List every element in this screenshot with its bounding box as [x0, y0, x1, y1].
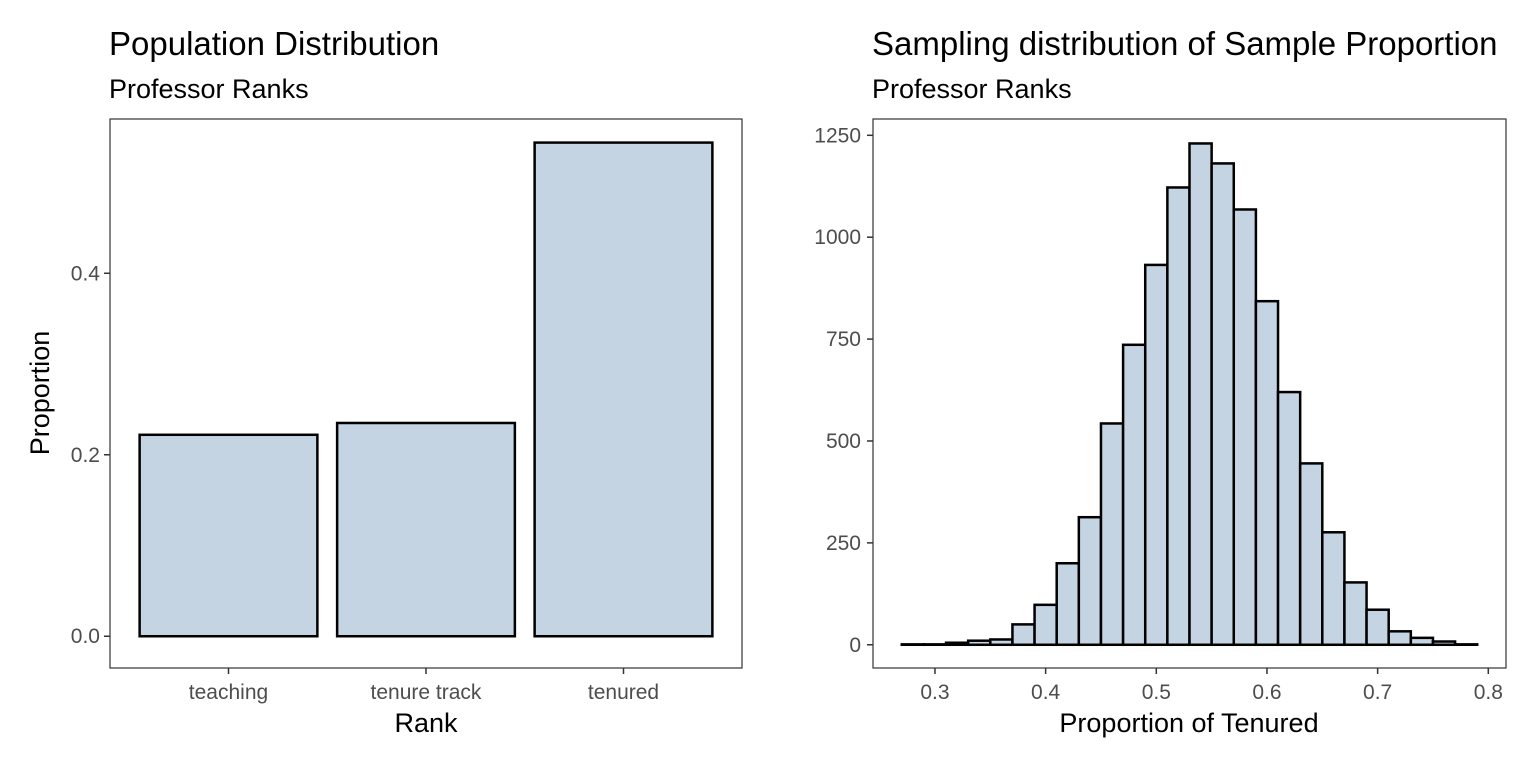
histogram-bar — [1210, 162, 1236, 647]
x-tick-label: 0.8 — [1474, 681, 1503, 704]
histogram-bar — [1077, 515, 1103, 647]
population-distribution-chart: Population Distribution Professor Ranks … — [25, 25, 743, 738]
histogram-bar — [1188, 142, 1213, 647]
histogram-bar — [1321, 531, 1346, 647]
chart-subtitle: Professor Ranks — [872, 74, 1072, 104]
histogram-bar — [1387, 630, 1413, 647]
histogram-bar — [944, 641, 970, 647]
histogram-bar — [1011, 623, 1036, 647]
y-tick-label: 0.2 — [71, 444, 100, 467]
histogram-bar — [1143, 263, 1169, 647]
histogram-bar — [1232, 208, 1258, 647]
histogram-bar — [1276, 390, 1302, 647]
histogram-bar — [1121, 343, 1147, 647]
y-tick-label: 0.0 — [71, 625, 100, 648]
histogram-bar — [1365, 608, 1390, 647]
x-tick-label: 0.6 — [1252, 681, 1281, 704]
bars — [138, 141, 714, 638]
histogram-bar — [989, 638, 1014, 647]
plot-panel — [872, 118, 1507, 669]
histogram-bar — [1099, 422, 1125, 647]
x-tick-label: tenured — [588, 681, 659, 704]
x-tick-label: 0.7 — [1363, 681, 1392, 704]
x-axis-ticks: teaching tenure track tenured — [189, 668, 659, 704]
histogram-bar — [1409, 636, 1435, 647]
x-axis-ticks: 0.3 0.4 0.5 0.6 0.7 0.8 — [920, 668, 1503, 704]
chart-title: Sampling distribution of Sample Proporti… — [872, 25, 1498, 62]
y-axis-ticks: 0 250 500 750 1000 1250 — [814, 124, 873, 657]
x-tick-label: 0.5 — [1142, 681, 1171, 704]
y-tick-label: 0.4 — [71, 262, 101, 285]
y-tick-label: 0 — [849, 634, 861, 657]
y-tick-label: 1000 — [814, 226, 861, 249]
x-tick-label: teaching — [189, 681, 268, 704]
histogram-bar — [1298, 462, 1324, 647]
chart-title: Population Distribution — [109, 25, 439, 62]
y-axis-ticks: 0.0 0.2 0.4 — [71, 262, 110, 648]
x-tick-label: 0.4 — [1031, 681, 1061, 704]
histogram-bar — [966, 639, 992, 647]
histogram-bar — [1055, 562, 1081, 647]
x-tick-label: 0.3 — [920, 681, 949, 704]
sampling-distribution-chart: Sampling distribution of Sample Proporti… — [814, 25, 1507, 738]
y-axis-label: Proportion — [25, 331, 55, 456]
histogram-bar — [1166, 186, 1191, 647]
x-tick-label: tenure track — [371, 681, 482, 704]
bar-tenured — [533, 141, 714, 638]
x-axis-label: Proportion of Tenured — [1059, 708, 1318, 738]
bar-teaching — [138, 433, 319, 638]
histogram-bar — [1431, 640, 1457, 647]
histogram-bar — [1254, 299, 1280, 647]
y-tick-label: 1250 — [814, 124, 861, 147]
x-axis-label: Rank — [394, 708, 458, 738]
chart-subtitle: Professor Ranks — [109, 74, 309, 104]
y-tick-label: 500 — [826, 430, 861, 453]
histogram-bar — [1343, 581, 1368, 647]
histogram-bars — [900, 142, 1479, 647]
y-tick-label: 250 — [826, 532, 861, 555]
histogram-bar — [1033, 603, 1058, 647]
bar-tenure-track — [335, 421, 517, 638]
y-tick-label: 750 — [826, 328, 861, 351]
